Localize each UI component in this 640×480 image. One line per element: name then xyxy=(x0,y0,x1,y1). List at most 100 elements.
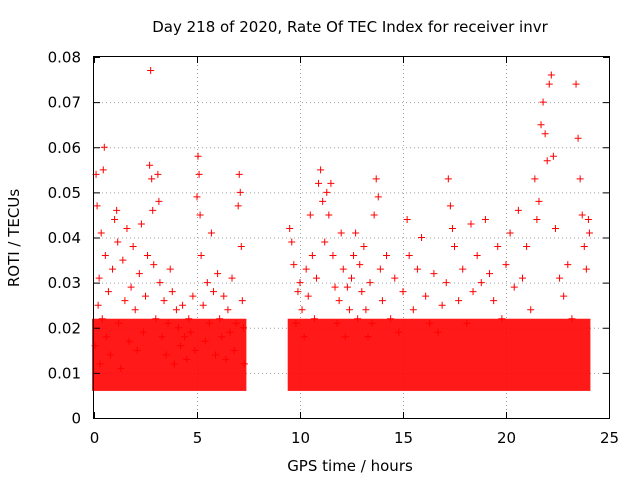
roti-point xyxy=(514,206,522,214)
roti-point xyxy=(533,215,541,223)
roti-point xyxy=(545,80,553,88)
roti-point xyxy=(137,220,145,228)
roti-point xyxy=(288,238,296,246)
roti-point xyxy=(323,188,331,196)
x-tick-label: 0 xyxy=(90,429,100,447)
roti-point xyxy=(345,306,353,314)
roti-point xyxy=(319,197,327,205)
roti-point xyxy=(238,297,246,305)
roti-point xyxy=(131,306,139,314)
roti-point xyxy=(197,252,205,260)
roti-point xyxy=(547,71,555,79)
roti-point xyxy=(111,215,119,223)
roti-point xyxy=(556,274,564,282)
roti-point xyxy=(212,351,220,359)
roti-point xyxy=(164,319,172,327)
roti-point xyxy=(102,333,110,341)
roti-point xyxy=(413,265,421,273)
roti-point xyxy=(383,252,391,260)
roti-point xyxy=(448,224,456,232)
roti-point xyxy=(121,297,129,305)
roti-point xyxy=(502,261,510,269)
roti-point xyxy=(518,274,526,282)
roti-point xyxy=(304,292,312,300)
roti-point xyxy=(158,333,166,341)
roti-point xyxy=(100,143,108,151)
roti-point xyxy=(290,261,298,269)
roti-point xyxy=(96,360,104,368)
roti-point xyxy=(187,328,195,336)
roti-point xyxy=(174,324,182,332)
roti-point xyxy=(446,202,454,210)
roti-point xyxy=(189,292,197,300)
roti-point xyxy=(434,328,442,336)
roti-point xyxy=(374,193,382,201)
x-tick-label: 15 xyxy=(394,429,413,447)
roti-point xyxy=(498,315,506,323)
roti-point xyxy=(214,270,222,278)
roti-point xyxy=(99,166,107,174)
roti-point xyxy=(391,274,399,282)
roti-point xyxy=(438,301,446,309)
roti-point xyxy=(350,252,358,260)
roti-point xyxy=(506,229,514,237)
roti-point xyxy=(580,243,588,251)
x-axis-label: GPS time / hours xyxy=(287,457,413,475)
roti-point xyxy=(585,229,593,237)
roti-point xyxy=(543,157,551,165)
roti-point xyxy=(154,170,162,178)
roti-point xyxy=(152,315,160,323)
roti-point xyxy=(139,328,147,336)
roti-point xyxy=(98,315,106,323)
roti-point xyxy=(216,315,224,323)
roti-point xyxy=(207,229,215,237)
roti-point xyxy=(222,355,230,363)
roti-point xyxy=(395,328,403,336)
roti-point xyxy=(442,279,450,287)
roti-point xyxy=(191,346,199,354)
roti-point xyxy=(582,265,590,273)
roti-point xyxy=(535,197,543,205)
roti-point xyxy=(129,243,137,251)
roti-point xyxy=(106,351,114,359)
roti-point xyxy=(331,283,339,291)
dense-point-band xyxy=(287,318,591,391)
roti-point xyxy=(356,261,364,269)
roti-point xyxy=(109,265,117,273)
roti-point xyxy=(302,265,310,273)
roti-point xyxy=(387,315,395,323)
roti-point xyxy=(166,265,174,273)
roti-point xyxy=(531,175,539,183)
roti-point xyxy=(199,301,207,309)
roti-point xyxy=(123,224,131,232)
roti-point xyxy=(469,288,477,296)
roti-point xyxy=(224,306,232,314)
roti-point xyxy=(348,274,355,282)
roti-point xyxy=(142,292,149,300)
roti-point xyxy=(95,274,103,282)
roti-point xyxy=(113,206,121,214)
roti-point xyxy=(94,301,102,309)
roti-point xyxy=(193,193,201,201)
roti-point xyxy=(147,67,155,75)
roti-point xyxy=(366,279,374,287)
roti-point xyxy=(372,175,380,183)
roti-point xyxy=(218,333,226,341)
roti-point xyxy=(235,170,243,178)
roti-point xyxy=(574,134,582,142)
roti-point xyxy=(418,234,426,241)
y-tick-label: 0.04 xyxy=(48,229,81,247)
roti-point xyxy=(125,337,133,345)
roti-point xyxy=(325,211,333,219)
y-tick-label: 0.08 xyxy=(48,49,81,67)
roti-point xyxy=(333,319,341,327)
roti-point xyxy=(232,319,240,327)
roti-point xyxy=(549,152,557,160)
roti-point xyxy=(527,306,535,314)
roti-point xyxy=(195,170,203,178)
roti-point xyxy=(486,270,494,278)
x-tick-label: 10 xyxy=(291,429,310,447)
x-tick-label: 25 xyxy=(600,429,619,447)
roti-point xyxy=(296,279,304,287)
roti-point xyxy=(237,243,245,251)
